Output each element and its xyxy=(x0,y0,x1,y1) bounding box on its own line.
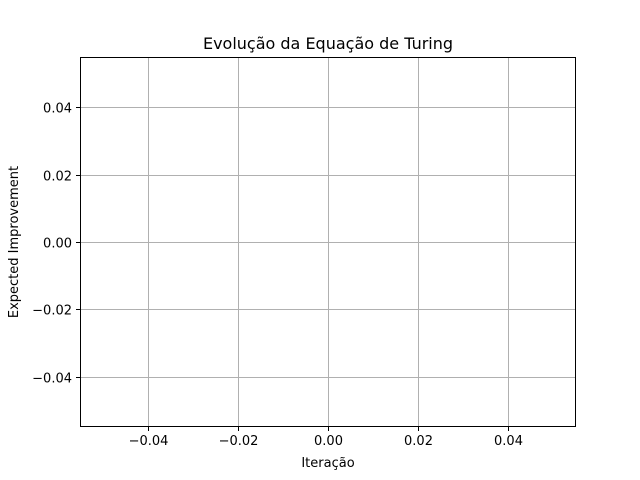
y-tick-label: 0.00 xyxy=(43,237,72,252)
chart-title: Evolução da Equação de Turing xyxy=(203,34,453,53)
y-tick-label: −0.02 xyxy=(32,304,72,319)
y-tick-label: 0.02 xyxy=(43,170,72,185)
x-tick-label: 0.02 xyxy=(404,434,433,449)
y-tick-label: 0.04 xyxy=(43,102,72,117)
y-axis-label: Expected Improvement xyxy=(7,166,22,318)
plot-area xyxy=(80,57,576,427)
y-tick-label: −0.04 xyxy=(32,372,72,387)
grid xyxy=(80,57,576,427)
x-axis-label: Iteração xyxy=(301,456,354,471)
y-axis: −0.04 −0.02 0.00 0.02 0.04 xyxy=(32,102,80,387)
x-axis: −0.04 −0.02 0.00 0.02 0.04 xyxy=(129,427,523,449)
x-tick-label: 0.00 xyxy=(314,434,343,449)
x-tick-label: −0.04 xyxy=(129,434,169,449)
x-tick-label: 0.04 xyxy=(494,434,523,449)
x-tick-label: −0.02 xyxy=(219,434,259,449)
